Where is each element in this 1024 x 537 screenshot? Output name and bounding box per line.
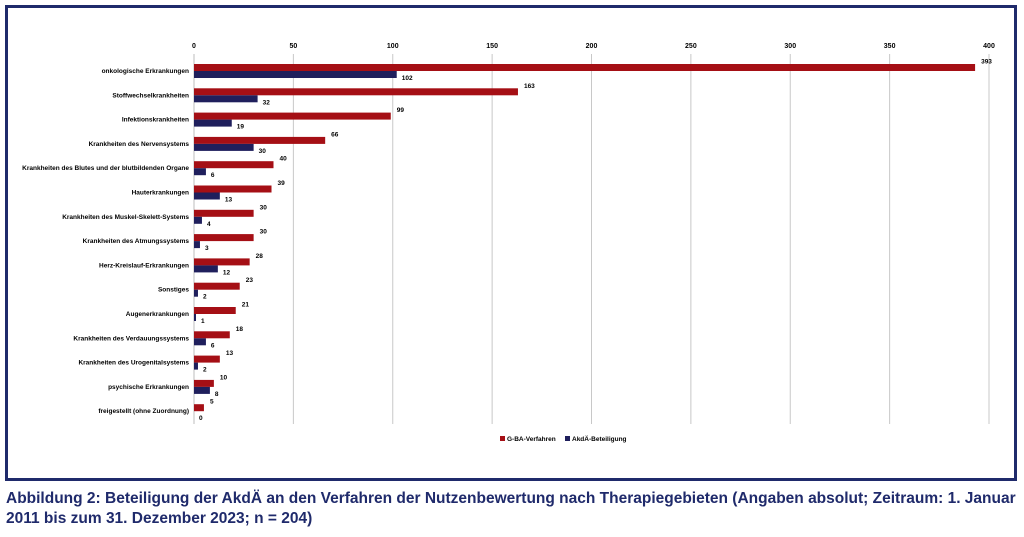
data-label-akdae: 102 [402, 75, 413, 82]
bar-gba [194, 355, 220, 363]
x-tick-label: 100 [387, 43, 399, 50]
data-label-akdae: 1 [201, 318, 205, 325]
legend-label-akdae: AkdÄ-Beteiligung [572, 435, 627, 443]
data-label-akdae: 8 [215, 391, 219, 398]
data-label-gba: 21 [242, 302, 250, 309]
bar-gba [194, 234, 254, 242]
bar-gba [194, 161, 274, 169]
bar-akdae [194, 192, 220, 200]
bar-gba [194, 404, 204, 412]
data-label-gba: 18 [236, 326, 244, 333]
category-label: freigestellt (ohne Zuordnung) [98, 408, 189, 415]
category-label: Krankheiten des Blutes und der blutbilde… [22, 165, 189, 172]
figure-caption: Abbildung 2: Beteiligung der AkdÄ an den… [6, 490, 1016, 527]
data-label-gba: 28 [256, 253, 264, 260]
bar-akdae [194, 95, 258, 103]
bar-gba [194, 331, 230, 339]
legend-swatch-akdae [565, 436, 570, 441]
data-label-gba: 10 [220, 374, 228, 381]
bar-akdae [194, 119, 232, 127]
data-label-akdae: 19 [237, 124, 245, 131]
data-label-gba: 30 [260, 204, 268, 211]
data-label-gba: 393 [981, 59, 992, 66]
x-tick-label: 350 [884, 43, 896, 50]
category-label: Krankheiten des Nervensystems [89, 141, 190, 148]
x-tick-label: 200 [586, 43, 598, 50]
bar-akdae [194, 338, 206, 346]
data-label-akdae: 2 [203, 367, 207, 374]
bar-gba [194, 64, 976, 71]
bar-akdae [194, 71, 397, 78]
data-label-gba: 13 [226, 350, 234, 357]
bar-akdae [194, 386, 210, 394]
bar-gba [194, 379, 214, 387]
data-label-gba: 99 [397, 107, 405, 114]
category-label: Stoffwechselkrankheiten [112, 92, 189, 99]
bar-gba [194, 282, 240, 290]
chart-frame: 0 50 100 150 200 250 300 350 400 onkologische Erk… [5, 5, 1017, 481]
data-label-gba: 66 [331, 131, 339, 138]
category-label: Krankheiten des Urogenitalsystems [78, 360, 189, 367]
x-tick-label: 150 [486, 43, 498, 50]
data-label-akdae: 2 [203, 294, 207, 301]
data-label-akdae: 3 [205, 245, 209, 252]
data-label-akdae: 12 [223, 269, 231, 276]
category-label: Krankheiten des Atmungssystems [83, 238, 190, 245]
category-label: Infektionskrankheiten [122, 117, 189, 124]
bar-akdae [194, 265, 218, 273]
data-label-akdae: 13 [225, 197, 233, 204]
data-label-akdae: 30 [259, 148, 267, 155]
bar-akdae [194, 216, 202, 224]
data-label-gba: 39 [278, 180, 286, 187]
bar-akdae [194, 289, 198, 297]
data-label-gba: 23 [246, 277, 254, 284]
bar-gba [194, 307, 236, 314]
data-label-akdae: 0 [199, 415, 203, 422]
bar-gba [194, 185, 272, 193]
bar-gba [194, 209, 254, 217]
category-label: onkologische Erkrankungen [102, 68, 189, 75]
x-tick-label: 0 [192, 43, 196, 50]
x-tick-label: 250 [685, 43, 697, 50]
data-label-akdae: 32 [263, 99, 271, 106]
bar-akdae [194, 143, 254, 151]
bar-gba [194, 112, 391, 120]
x-tick-label: 400 [983, 43, 995, 50]
bar-akdae [194, 314, 196, 321]
category-label: Sonstiges [158, 287, 189, 294]
x-tick-label: 50 [289, 43, 297, 50]
bar-akdae [194, 241, 200, 249]
category-label: psychische Erkrankungen [108, 384, 189, 391]
category-label: Krankheiten des Muskel-Skelett-Systems [62, 214, 189, 221]
x-tick-label: 300 [784, 43, 796, 50]
data-label-gba: 163 [524, 83, 535, 90]
data-label-akdae: 6 [211, 172, 215, 179]
bar-akdae [194, 362, 198, 370]
legend-label-gba: G-BA-Verfahren [507, 436, 556, 443]
category-label: Krankheiten des Verdauungssystems [73, 335, 189, 342]
category-label: Augenerkrankungen [126, 311, 189, 318]
data-label-akdae: 6 [211, 342, 215, 349]
legend-swatch-gba [500, 436, 505, 441]
bar-gba [194, 258, 250, 266]
bar-gba [194, 136, 326, 144]
bar-gba [194, 88, 518, 96]
data-label-gba: 5 [210, 399, 214, 406]
data-label-gba: 30 [260, 229, 268, 236]
bar-akdae [194, 168, 206, 176]
data-label-gba: 40 [280, 156, 288, 163]
category-label: Herz-Kreislauf-Erkrankungen [99, 262, 189, 269]
category-label: Hauterkrankungen [132, 190, 189, 197]
data-label-akdae: 4 [207, 221, 211, 228]
